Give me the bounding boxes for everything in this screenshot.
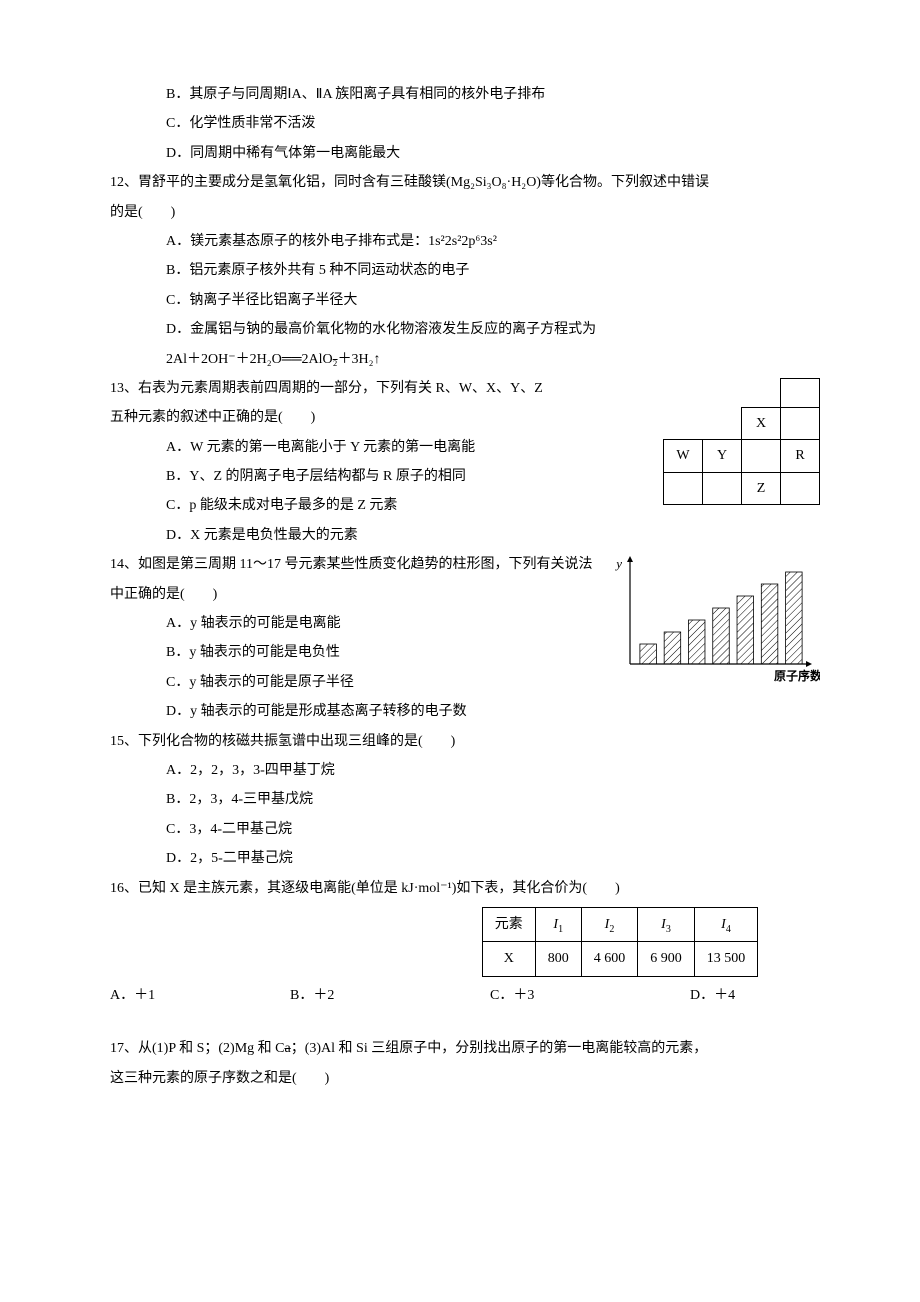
q16-r1: 800	[535, 942, 581, 976]
q12-optB: B．铝元素原子核外共有 5 种不同运动状态的电子	[110, 256, 820, 285]
q12-optD2: 2Al＋2OH⁻＋2H₂O══2AlO₂＋3H₂↑	[110, 345, 820, 374]
q12-optD2-post: ＋3H₂↑	[338, 352, 381, 367]
q16-optC: C．＋3	[490, 981, 690, 1010]
q16-h0: 元素	[482, 907, 535, 941]
q13-cell-R: R	[781, 440, 820, 472]
q13-cell-Y: Y	[703, 440, 742, 472]
q12-optA: A．镁元素基态原子的核外电子排布式是：1s²2s²2p⁶3s²	[110, 227, 820, 256]
q17-stem2: 这三种元素的原子序数之和是( )	[110, 1064, 820, 1093]
q16-r3: 6 900	[638, 942, 695, 976]
q13-cell-blank4	[703, 472, 742, 504]
q16-options: A．＋1 B．＋2 C．＋3 D．＋4	[110, 981, 820, 1010]
q15-stem: 15、下列化合物的核磁共振氢谱中出现三组峰的是( )	[110, 727, 820, 756]
q16-optA: A．＋1	[110, 981, 290, 1010]
q15-optC: C．3，4-二甲基己烷	[110, 815, 820, 844]
q12-stem: 12、胃舒平的主要成分是氢氧化铝，同时含有三硅酸镁(Mg₂Si₃O₈·H₂O)等…	[110, 168, 820, 197]
q14-chart: y 原子序数	[610, 554, 820, 695]
q16-h1: I1	[535, 907, 581, 941]
svg-text:y: y	[614, 556, 622, 571]
q13-cell-top	[781, 378, 820, 407]
q13-cell-Z: Z	[742, 472, 781, 504]
q14-optD: D．y 轴表示的可能是形成基态离子转移的电子数	[110, 697, 820, 726]
q13-periodic-table: X W Y R Z	[663, 378, 820, 505]
q16-r4: 13 500	[694, 942, 758, 976]
q16-h4: I4	[694, 907, 758, 941]
q16-h3: I3	[638, 907, 695, 941]
q16-stem: 16、已知 X 是主族元素，其逐级电离能(单位是 kJ·mol⁻¹)如下表，其化…	[110, 874, 820, 903]
q16-h2: I2	[581, 907, 638, 941]
q12-optC: C．钠离子半径比铝离子半径大	[110, 286, 820, 315]
q16-r2: 4 600	[581, 942, 638, 976]
q16-optB: B．＋2	[290, 981, 490, 1010]
q13-optD: D．X 元素是电负性最大的元素	[110, 521, 820, 550]
q13-cell-blank5	[781, 472, 820, 504]
q13-cell-blank2	[742, 440, 781, 472]
q15-optB: B．2，3，4-三甲基戊烷	[110, 785, 820, 814]
q11-optC: C．化学性质非常不活泼	[110, 109, 820, 138]
q11-optD: D．同周期中稀有气体第一电离能最大	[110, 139, 820, 168]
q17-stem1-pre: 17、从(1)P 和 S；(2)Mg 和 C	[110, 1041, 285, 1056]
q13-cell-blank3	[664, 472, 703, 504]
q17-stem1-post: ；(3)Al 和 Si 三组原子中，分别找出原子的第一电离能较高的元素，	[291, 1041, 708, 1056]
q15-optA: A．2，2，3，3-四甲基丁烷	[110, 756, 820, 785]
q15-optD: D．2，5-二甲基己烷	[110, 844, 820, 873]
q12-stem2: 的是( )	[110, 198, 820, 227]
q16-ion-table: 元素 I1 I2 I3 I4 X 800 4 600 6 900 13 500	[482, 907, 759, 977]
q12-optD: D．金属铝与钠的最高价氧化物的水化物溶液发生反应的离子方程式为	[110, 315, 820, 344]
q13-cell-X: X	[742, 407, 781, 439]
q13-cell-W: W	[664, 440, 703, 472]
q11-optB: B．其原子与同周期ⅠA、ⅡA 族阳离子具有相同的核外电子排布	[110, 80, 820, 109]
q16-optD: D．＋4	[690, 981, 820, 1010]
svg-text:原子序数: 原子序数	[774, 668, 820, 683]
q12-optD2-pre: 2Al＋2OH⁻＋2H₂O══2AlO	[166, 352, 333, 367]
q16-r0: X	[482, 942, 535, 976]
q13-cell-blank1	[781, 407, 820, 439]
q17-stem1: 17、从(1)P 和 S；(2)Mg 和 Ca；(3)Al 和 Si 三组原子中…	[110, 1034, 820, 1063]
